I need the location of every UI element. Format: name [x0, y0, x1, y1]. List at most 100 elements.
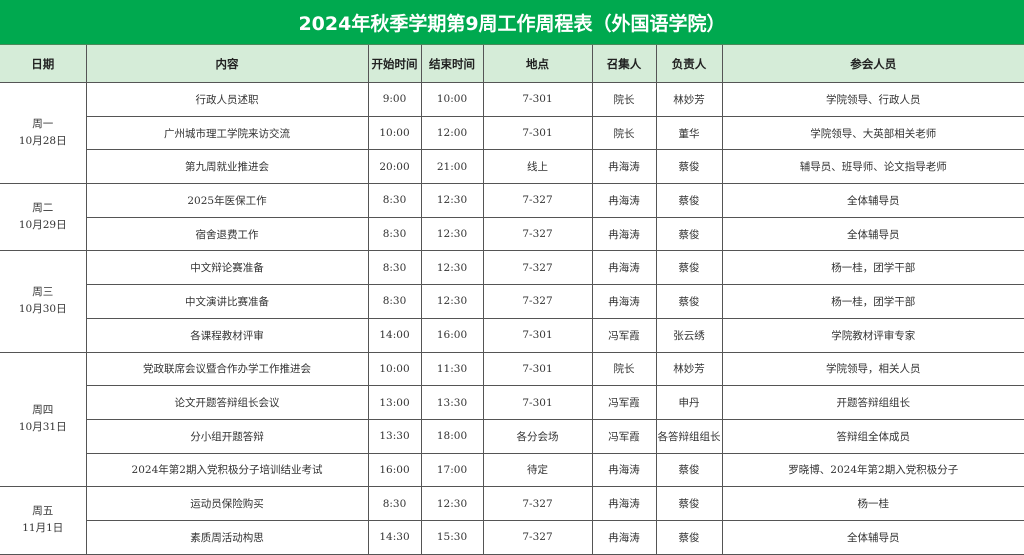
location-cell: 7-301	[482, 351, 593, 387]
table-row: 广州城市理工学院来访交流 10:00 12:00 7-301 院长 董华 学院领导、大英部相…	[0, 115, 1024, 151]
attendees-cell: 全体辅导员	[721, 519, 1024, 555]
attendees-cell: 杨一桂，团学干部	[721, 284, 1024, 319]
start-time-cell: 8:30	[367, 284, 422, 319]
start-time-cell: 8:30	[367, 486, 422, 521]
location-cell: 7-301	[482, 385, 593, 420]
attendees-cell: 罗晓博、2024年第2期入党积极分子	[721, 452, 1024, 488]
table-row: 2024年第2期入党积极分子培训结业考试 16:00 17:00 待定 冉海涛 蔡俊 罗晓博…	[0, 452, 1024, 488]
location-cell: 7-327	[482, 183, 593, 218]
content-cell: 2024年第2期入党积极分子培训结业考试	[85, 452, 369, 488]
date: 11月1日	[22, 522, 64, 535]
content-cell: 中文辩论赛准备	[85, 250, 369, 286]
start-time-cell: 10:00	[367, 115, 422, 151]
table-row: 周二 10月29日 2025年医保工作 8:30 12:30 7-327 冉海涛 蔡俊 全体辅导…	[0, 183, 1024, 252]
convener-cell: 冉海涛	[591, 486, 657, 521]
table-row: 论文开题答辩组长会议 13:00 13:30 7-301 冯军霞 申丹 开题答辩组组长	[0, 385, 1024, 420]
responsible-cell: 申丹	[655, 385, 723, 420]
start-time-cell: 13:00	[367, 385, 422, 420]
column-header-location: 地点	[482, 45, 593, 83]
start-time-cell: 14:30	[367, 519, 422, 555]
table-row: 周三 10月30日 中文辩论赛准备 8:30 12:30 7-327 冉海涛 蔡俊 杨一桂，团学…	[0, 250, 1024, 353]
end-time-cell: 12:30	[420, 216, 484, 252]
content-cell: 党政联席会议暨合作办学工作推进会	[85, 351, 369, 387]
responsible-cell: 各答辩组组长	[655, 418, 723, 454]
date: 10月31日	[18, 421, 67, 434]
location-cell: 7-327	[482, 250, 593, 286]
end-time-cell: 16:00	[420, 317, 484, 353]
responsible-cell: 林妙芳	[655, 82, 723, 117]
responsible-cell: 蔡俊	[655, 183, 723, 218]
end-time-cell: 10:00	[420, 82, 484, 117]
weekday: 周三	[32, 286, 54, 299]
content-cell: 广州城市理工学院来访交流	[85, 115, 369, 151]
start-time-cell: 10:00	[367, 351, 422, 387]
column-header-start-time: 开始时间	[367, 45, 422, 83]
convener-cell: 冉海涛	[591, 250, 657, 286]
responsible-cell: 蔡俊	[655, 486, 723, 521]
weekday: 周五	[32, 505, 54, 518]
content-cell: 各课程教材评审	[85, 317, 369, 353]
attendees-cell: 全体辅导员	[721, 183, 1024, 218]
convener-cell: 院长	[591, 115, 657, 151]
start-time-cell: 8:30	[367, 216, 422, 252]
start-time-cell: 9:00	[367, 82, 422, 117]
table-row: 中文演讲比赛准备 8:30 12:30 7-327 冉海涛 蔡俊 杨一桂，团学干部	[0, 284, 1024, 319]
responsible-cell: 林妙芳	[655, 351, 723, 387]
table-row: 第九周就业推进会 20:00 21:00 线上 冉海涛 蔡俊 辅导员、班导师、论文指导老师	[0, 149, 1024, 185]
end-time-cell: 11:30	[420, 351, 484, 387]
column-header-content: 内容	[85, 45, 369, 83]
attendees-cell: 学院教材评审专家	[721, 317, 1024, 353]
weekday: 周一	[32, 118, 54, 131]
date: 10月30日	[18, 303, 67, 316]
date-cell: 周二 10月29日	[0, 183, 87, 252]
column-header-date: 日期	[0, 45, 87, 83]
convener-cell: 冉海涛	[591, 284, 657, 319]
end-time-cell: 12:30	[420, 486, 484, 521]
convener-cell: 冉海涛	[591, 519, 657, 555]
column-header-attendees: 参会人员	[721, 45, 1024, 83]
attendees-cell: 学院领导、行政人员	[721, 82, 1024, 117]
convener-cell: 冯军霞	[591, 317, 657, 353]
convener-cell: 冯军霞	[591, 385, 657, 420]
date-cell: 周一 10月28日	[0, 81, 87, 185]
end-time-cell: 13:30	[420, 385, 484, 420]
location-cell: 7-327	[482, 284, 593, 319]
attendees-cell: 杨一桂，团学干部	[721, 250, 1024, 286]
table-row: 周五 11月1日 运动员保险购买 8:30 12:30 7-327 冉海涛 蔡俊 杨一桂	[0, 486, 1024, 555]
responsible-cell: 蔡俊	[655, 452, 723, 488]
location-cell: 7-301	[482, 82, 593, 117]
date-cell: 周五 11月1日	[0, 486, 87, 555]
responsible-cell: 蔡俊	[655, 284, 723, 319]
schedule-table: 日期 内容 开始时间 结束时间 地点 召集人 负责人 参会人员 周一 10月28日 行政人员述职 9…	[0, 45, 1024, 555]
weekday: 周四	[32, 404, 54, 417]
content-cell: 2025年医保工作	[85, 183, 369, 218]
end-time-cell: 12:30	[420, 183, 484, 218]
attendees-cell: 辅导员、班导师、论文指导老师	[721, 149, 1024, 185]
content-cell: 行政人员述职	[85, 82, 369, 117]
location-cell: 7-301	[482, 317, 593, 353]
convener-cell: 院长	[591, 82, 657, 117]
location-cell: 待定	[482, 452, 593, 488]
location-cell: 7-327	[482, 486, 593, 521]
content-cell: 中文演讲比赛准备	[85, 284, 369, 319]
start-time-cell: 20:00	[367, 149, 422, 185]
end-time-cell: 18:00	[420, 418, 484, 454]
attendees-cell: 杨一桂	[721, 486, 1024, 521]
start-time-cell: 8:30	[367, 183, 422, 218]
date-cell: 周四 10月31日	[0, 351, 87, 488]
convener-cell: 冯军霞	[591, 418, 657, 454]
responsible-cell: 蔡俊	[655, 149, 723, 185]
attendees-cell: 全体辅导员	[721, 216, 1024, 252]
attendees-cell: 答辩组全体成员	[721, 418, 1024, 454]
attendees-cell: 开题答辩组组长	[721, 385, 1024, 420]
attendees-cell: 学院领导，相关人员	[721, 351, 1024, 387]
end-time-cell: 12:30	[420, 250, 484, 286]
date-cell: 周三 10月30日	[0, 250, 87, 353]
convener-cell: 冉海涛	[591, 149, 657, 185]
location-cell: 各分会场	[482, 418, 593, 454]
header-row: 日期 内容 开始时间 结束时间 地点 召集人 负责人 参会人员	[0, 45, 1024, 83]
location-cell: 7-327	[482, 519, 593, 555]
start-time-cell: 14:00	[367, 317, 422, 353]
content-cell: 论文开题答辩组长会议	[85, 385, 369, 420]
end-time-cell: 21:00	[420, 149, 484, 185]
